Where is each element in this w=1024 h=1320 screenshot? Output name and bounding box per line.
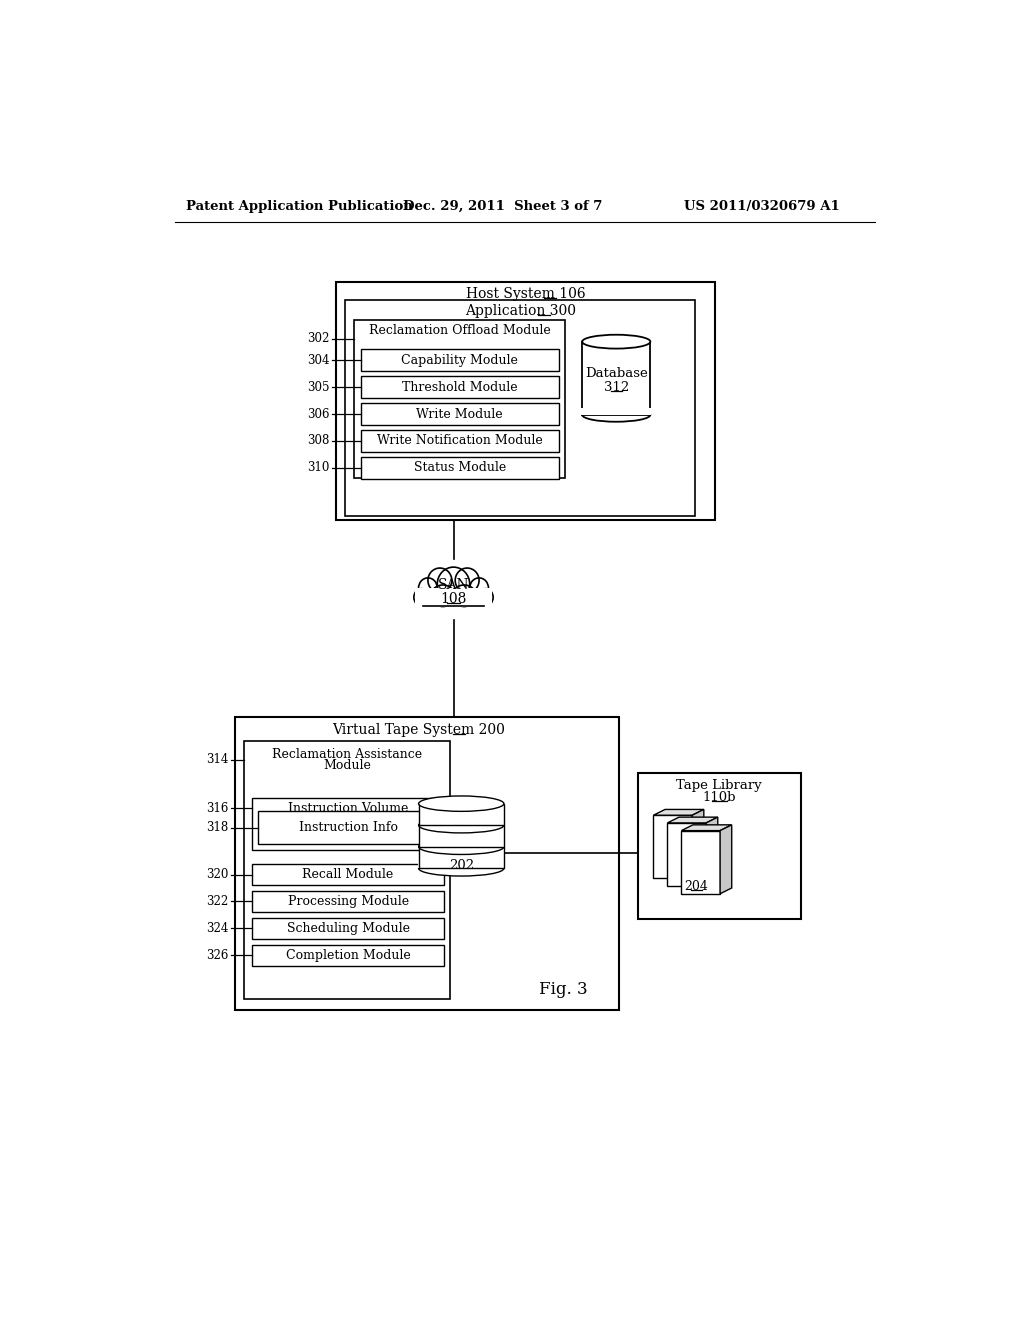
Text: Host System 106: Host System 106 (466, 286, 586, 301)
Ellipse shape (431, 585, 455, 607)
Polygon shape (720, 825, 732, 894)
Bar (360, 376, 559, 397)
Polygon shape (653, 809, 703, 816)
Polygon shape (692, 809, 703, 878)
Text: 110b: 110b (702, 791, 736, 804)
Text: 306: 306 (307, 408, 330, 421)
Text: Module: Module (323, 759, 371, 772)
Bar (252, 863, 444, 886)
Text: Virtual Tape System 200: Virtual Tape System 200 (333, 723, 506, 737)
Text: 318: 318 (207, 821, 228, 834)
Text: 314: 314 (207, 754, 228, 767)
Text: 302: 302 (307, 333, 330, 345)
Bar (360, 350, 559, 371)
Text: Dec. 29, 2011  Sheet 3 of 7: Dec. 29, 2011 Sheet 3 of 7 (403, 199, 602, 213)
Bar (668, 822, 707, 886)
Text: Capability Module: Capability Module (401, 354, 518, 367)
Text: Processing Module: Processing Module (288, 895, 409, 908)
Text: 304: 304 (307, 354, 330, 367)
Text: Status Module: Status Module (414, 462, 506, 474)
Bar (336, 281, 716, 520)
Bar (638, 774, 801, 919)
Text: Reclamation Offload Module: Reclamation Offload Module (369, 325, 551, 338)
Bar (252, 797, 444, 850)
Text: 324: 324 (207, 921, 228, 935)
Bar (354, 321, 565, 478)
Bar (415, 589, 492, 607)
Ellipse shape (419, 861, 504, 876)
Bar (583, 342, 650, 414)
Text: SAN: SAN (437, 578, 469, 591)
Text: 312: 312 (603, 381, 629, 393)
Text: Recall Module: Recall Module (302, 869, 393, 880)
Bar (419, 804, 504, 825)
Text: Database: Database (585, 367, 647, 380)
Bar (360, 457, 559, 479)
Ellipse shape (583, 408, 650, 422)
Text: 320: 320 (207, 869, 228, 880)
Ellipse shape (419, 796, 504, 812)
Bar (419, 847, 504, 869)
Bar (360, 404, 559, 425)
Bar (418, 861, 505, 869)
Ellipse shape (414, 589, 429, 606)
Text: Completion Module: Completion Module (286, 949, 411, 962)
Ellipse shape (456, 568, 479, 593)
Bar (653, 816, 692, 878)
Text: Write Module: Write Module (417, 408, 503, 421)
Text: Fig. 3: Fig. 3 (539, 982, 588, 998)
Polygon shape (707, 817, 718, 886)
Bar (582, 408, 651, 414)
Bar (419, 825, 504, 847)
Bar (245, 741, 450, 999)
Text: Instruction Info: Instruction Info (299, 821, 397, 834)
Polygon shape (681, 825, 732, 830)
Bar (360, 430, 559, 451)
Text: Patent Application Publication: Patent Application Publication (186, 199, 413, 213)
Text: 305: 305 (307, 380, 330, 393)
Text: 108: 108 (440, 591, 467, 606)
Ellipse shape (453, 585, 476, 607)
Text: Write Notification Module: Write Notification Module (377, 434, 543, 447)
Bar (252, 945, 444, 966)
Text: 322: 322 (207, 895, 228, 908)
Text: 326: 326 (207, 949, 228, 962)
Bar (345, 300, 695, 516)
Polygon shape (668, 817, 718, 822)
Text: Reclamation Assistance: Reclamation Assistance (272, 748, 422, 760)
Bar (681, 830, 720, 894)
Ellipse shape (419, 578, 437, 598)
Ellipse shape (437, 568, 470, 601)
Text: Threshold Module: Threshold Module (401, 380, 517, 393)
Text: 204: 204 (684, 879, 708, 892)
Ellipse shape (428, 568, 452, 593)
Text: 308: 308 (307, 434, 330, 447)
Bar (258, 812, 438, 843)
Bar (234, 718, 618, 1010)
Text: Instruction Volume: Instruction Volume (288, 801, 409, 814)
Ellipse shape (583, 335, 650, 348)
Bar (252, 917, 444, 940)
Ellipse shape (419, 840, 504, 854)
Text: Scheduling Module: Scheduling Module (287, 921, 410, 935)
Ellipse shape (478, 589, 494, 606)
Ellipse shape (419, 817, 504, 833)
Bar (252, 891, 444, 912)
Text: 202: 202 (449, 859, 474, 871)
Text: US 2011/0320679 A1: US 2011/0320679 A1 (684, 199, 841, 213)
Ellipse shape (470, 578, 488, 598)
Text: 316: 316 (207, 801, 228, 814)
Text: 310: 310 (307, 462, 330, 474)
Text: Tape Library: Tape Library (677, 779, 762, 792)
Text: Application 300: Application 300 (465, 304, 575, 318)
